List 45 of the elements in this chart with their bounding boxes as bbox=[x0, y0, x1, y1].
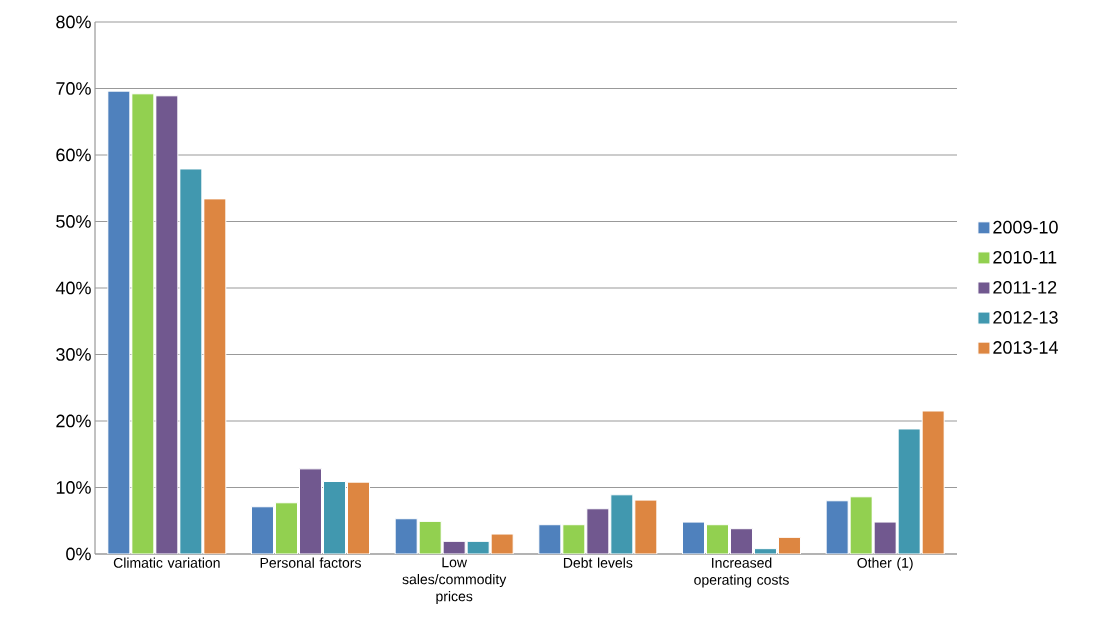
y-tick-label: 40% bbox=[55, 281, 91, 295]
bar bbox=[610, 494, 633, 554]
bar bbox=[275, 502, 298, 554]
y-tick-label: 20% bbox=[56, 414, 91, 428]
bar bbox=[586, 508, 609, 554]
x-tick-label: Other (1) bbox=[857, 557, 913, 571]
x-tick-label: Low sales/commodity prices bbox=[402, 557, 507, 605]
bar bbox=[203, 198, 226, 554]
legend-label: 2010-11 bbox=[993, 250, 1057, 264]
x-tick-label: Debt levels bbox=[563, 557, 633, 568]
y-tick-label: 60% bbox=[56, 148, 91, 162]
bar bbox=[825, 500, 849, 554]
y-tick-label: 30% bbox=[56, 348, 91, 361]
y-tick-label: 50% bbox=[56, 215, 91, 228]
legend-label: 2009-10 bbox=[993, 220, 1058, 234]
bar bbox=[299, 468, 322, 554]
y-tick-label: 70% bbox=[56, 82, 91, 95]
x-tick-label: Personal factors bbox=[260, 557, 361, 568]
x-tick-label: Increased operating costs bbox=[694, 557, 789, 588]
bar bbox=[395, 518, 418, 554]
legend-label: 2011-12 bbox=[993, 280, 1057, 294]
bar bbox=[131, 93, 154, 554]
bar bbox=[323, 481, 346, 554]
y-tick-label: 10% bbox=[56, 481, 91, 494]
bar bbox=[179, 168, 202, 554]
bar bbox=[538, 524, 561, 554]
y-tick-label: 80% bbox=[56, 15, 91, 29]
bar bbox=[155, 95, 178, 554]
bar bbox=[419, 521, 442, 554]
bar bbox=[921, 410, 945, 554]
bar bbox=[682, 522, 705, 554]
legend-label: 2012-13 bbox=[993, 311, 1058, 324]
bar bbox=[849, 496, 873, 554]
bar bbox=[873, 521, 897, 554]
y-tick-label: 0% bbox=[66, 547, 91, 561]
bar bbox=[897, 428, 921, 554]
bar bbox=[730, 528, 753, 554]
bar bbox=[347, 482, 370, 554]
bar bbox=[706, 524, 729, 554]
x-tick-label: Climatic variation bbox=[113, 557, 220, 568]
bar bbox=[634, 500, 657, 554]
legend-label: 2013-14 bbox=[993, 341, 1058, 354]
bar bbox=[251, 506, 274, 554]
bar bbox=[562, 524, 585, 554]
bar bbox=[107, 91, 130, 554]
